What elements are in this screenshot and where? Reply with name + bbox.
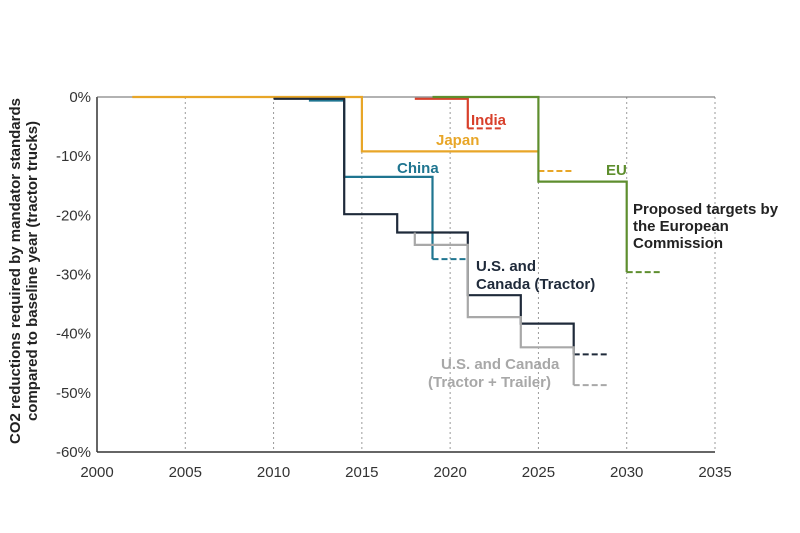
series-japan xyxy=(132,95,574,172)
x-tick-label: 2035 xyxy=(698,464,731,481)
series-u-s-and-canada-tractor-trailer xyxy=(413,232,610,387)
series-label-us-tractor-1: U.S. and xyxy=(476,258,536,275)
series-india xyxy=(414,97,504,130)
series-line-japan xyxy=(132,95,539,153)
y-axis-title-line-2: compared to baseline year (tractor truck… xyxy=(24,121,41,421)
x-tick-label: 2005 xyxy=(169,464,202,481)
x-tick-label: 2030 xyxy=(610,464,643,481)
series-label-china: China xyxy=(397,160,439,177)
grid xyxy=(184,97,716,452)
series-eu xyxy=(432,95,662,274)
y-axis-title-line-1: CO2 reductions required by mandator stan… xyxy=(7,98,24,444)
y-axis-title: CO2 reductions required by mandator stan… xyxy=(7,98,41,444)
series-line-u-s-and-canada-tractor-trailer xyxy=(413,232,575,386)
series-line-u-s-and-canada-tractor xyxy=(273,97,575,355)
y-tick-label: -20% xyxy=(56,207,91,224)
series-label-eu: EU xyxy=(606,162,627,179)
proposed-targets-label-3: Commission xyxy=(633,235,723,252)
series-label-us-tractor-2: Canada (Tractor) xyxy=(476,276,595,293)
axes: 0% -10% -20% -30% -40% -50% -60% 2000 2005 2010 20… xyxy=(56,89,732,481)
x-tick-label: 2015 xyxy=(345,464,378,481)
y-tick-label: -10% xyxy=(56,148,91,165)
series-label-japan: Japan xyxy=(436,132,479,149)
x-tick-label: 2020 xyxy=(433,464,466,481)
y-tick-label: -50% xyxy=(56,385,91,402)
y-tick-label: -30% xyxy=(56,267,91,284)
series-china xyxy=(308,99,468,261)
series-line-india xyxy=(414,97,469,129)
y-tick-label: -60% xyxy=(56,444,91,461)
y-tick-label: 0% xyxy=(69,89,91,106)
y-tick-label: -40% xyxy=(56,326,91,343)
series-label-us-trailer-1: U.S. and Canada xyxy=(441,356,560,373)
proposed-targets-label-2: the European xyxy=(633,218,729,235)
x-tick-label: 2010 xyxy=(257,464,290,481)
series-line-eu xyxy=(432,95,628,273)
x-tick-label: 2025 xyxy=(522,464,555,481)
proposed-targets-label-1: Proposed targets by xyxy=(633,201,779,218)
series-label-india: India xyxy=(471,112,507,129)
x-tick-label: 2000 xyxy=(80,464,113,481)
series-layer xyxy=(132,95,662,387)
series-u-s-and-canada-tractor xyxy=(273,97,610,356)
labels: India Japan China EU Proposed targets by… xyxy=(397,112,779,391)
series-label-us-trailer-2: (Tractor + Trailer) xyxy=(428,374,551,391)
